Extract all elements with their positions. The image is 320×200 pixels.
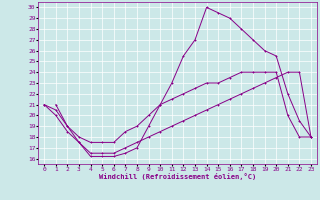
X-axis label: Windchill (Refroidissement éolien,°C): Windchill (Refroidissement éolien,°C) bbox=[99, 173, 256, 180]
